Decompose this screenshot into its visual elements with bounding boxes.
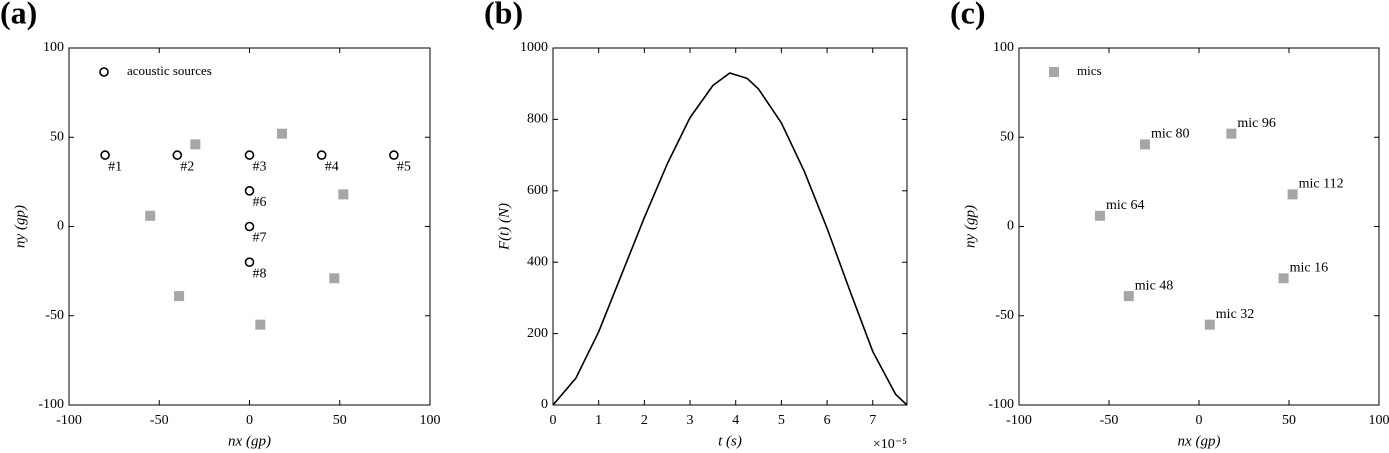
- y-tick-label: 600: [527, 183, 548, 198]
- x-tick-label: 1: [595, 413, 602, 428]
- point: [244, 221, 255, 232]
- x-tick-label: 2: [641, 413, 648, 428]
- legend-label: acoustic sources: [127, 63, 212, 78]
- y-tick-label: -50: [45, 308, 64, 323]
- point-label: mic 64: [1106, 198, 1145, 213]
- point-label: mic 96: [1237, 116, 1276, 131]
- point: [1287, 189, 1298, 200]
- point: [244, 150, 255, 160]
- point: [145, 210, 156, 221]
- x-axis-label: t (s): [718, 433, 742, 449]
- point: [329, 273, 340, 284]
- point: [190, 139, 201, 150]
- point-label: #1: [108, 159, 122, 174]
- plot-frame: [1018, 47, 1380, 406]
- y-tick-label: 100: [43, 40, 64, 55]
- point: [174, 291, 185, 302]
- legend-marker: [1049, 67, 1059, 77]
- point: [1204, 319, 1215, 330]
- y-tick-label: 200: [527, 326, 548, 341]
- y-tick-label: -100: [988, 397, 1014, 412]
- y-tick-label: 100: [993, 40, 1014, 55]
- line: [552, 72, 908, 406]
- point: [1278, 273, 1289, 284]
- point: [244, 186, 255, 196]
- x-axis-label: nx (gp): [1178, 433, 1221, 449]
- y-tick-label: 400: [527, 254, 548, 269]
- x-tick-label: 3: [687, 413, 694, 428]
- plot-frame: [552, 47, 908, 406]
- x-tick-label: -100: [1006, 413, 1032, 428]
- y-tick-label: 0: [57, 219, 64, 234]
- y-tick-label: 800: [527, 112, 548, 127]
- x-tick-label: 50: [1282, 413, 1296, 428]
- x-tick-label: -50: [1100, 413, 1119, 428]
- x-axis-label: nx (gp): [228, 433, 271, 449]
- point: [338, 189, 349, 200]
- y-tick-label: 0: [1007, 219, 1014, 234]
- point: [316, 150, 327, 160]
- x-tick-label: 50: [333, 413, 347, 428]
- x-tick-label: 4: [732, 413, 739, 428]
- point: [276, 128, 287, 139]
- x-tick-label: -100: [56, 413, 82, 428]
- x-tick-label: 100: [420, 413, 441, 428]
- panel-label: (a): [0, 0, 37, 30]
- x-multiplier: ×10⁻⁵: [873, 437, 907, 452]
- y-axis-label: ny (gp): [12, 205, 28, 248]
- x-tick-label: 0: [550, 413, 557, 428]
- y-tick-label: 1000: [520, 40, 548, 55]
- point-label: #4: [325, 159, 339, 174]
- point-label: #3: [253, 159, 267, 174]
- x-tick-label: 0: [246, 413, 253, 428]
- point: [1226, 128, 1237, 139]
- point-label: #2: [180, 159, 194, 174]
- legend-label: mics: [1077, 63, 1102, 78]
- y-axis-label: ny (gp): [962, 205, 978, 248]
- x-tick-label: 5: [778, 413, 785, 428]
- point-label: mic 16: [1290, 260, 1329, 275]
- point: [100, 150, 110, 160]
- x-tick-label: 7: [869, 413, 876, 428]
- point-label: #5: [397, 159, 411, 174]
- point-label: mic 48: [1135, 278, 1174, 293]
- point-label: mic 80: [1151, 127, 1190, 142]
- y-tick-label: 50: [1000, 129, 1014, 144]
- point: [1123, 291, 1134, 302]
- y-tick-label: 50: [50, 129, 64, 144]
- y-tick-label: -100: [38, 397, 64, 412]
- y-tick-label: 0: [541, 397, 548, 412]
- point: [1095, 210, 1105, 221]
- point-label: mic 112: [1299, 177, 1344, 192]
- point-label: #6: [253, 195, 267, 210]
- y-axis-label: F(t) (N): [496, 203, 512, 251]
- point: [172, 150, 183, 160]
- panel-label: (c): [950, 0, 986, 30]
- point: [244, 257, 255, 268]
- x-tick-label: -50: [150, 413, 169, 428]
- point-label: #7: [253, 231, 267, 246]
- plot-frame: [68, 47, 431, 406]
- point: [1140, 139, 1150, 150]
- point-label: mic 32: [1216, 307, 1255, 322]
- x-tick-label: 100: [1369, 413, 1389, 428]
- x-tick-label: 0: [1196, 413, 1203, 428]
- legend-marker: [99, 67, 109, 77]
- point: [255, 319, 266, 330]
- point: [389, 150, 399, 160]
- panel-label: (b): [484, 0, 523, 30]
- y-tick-label: -50: [995, 308, 1014, 323]
- x-tick-label: 6: [824, 413, 831, 428]
- point-label: #8: [253, 266, 267, 281]
